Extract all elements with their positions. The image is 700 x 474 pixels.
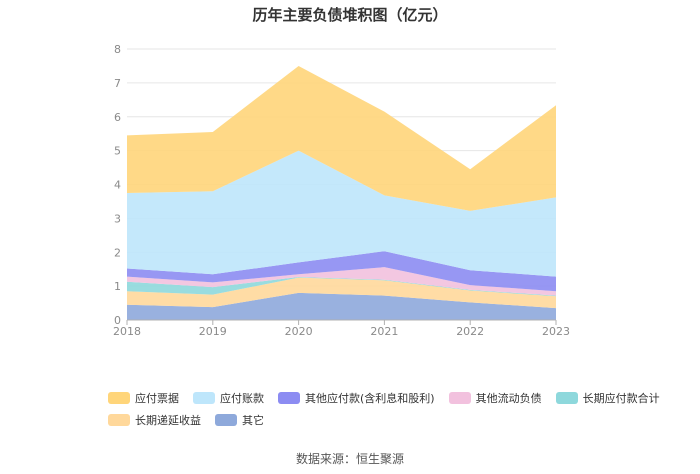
x-tick-label: 2021 (370, 325, 398, 338)
legend-item[interactable]: 应付账款 (193, 390, 264, 406)
y-tick-label: 3 (114, 212, 121, 225)
x-tick-label: 2020 (285, 325, 313, 338)
legend-swatch (555, 392, 578, 404)
legend-label: 应付账款 (220, 392, 264, 405)
y-tick-label: 6 (114, 111, 121, 124)
axes: 0 1 2 3 4 5 6 7 8 2018 2019 2020 2021 2022 2023 (113, 43, 570, 338)
legend-label: 其他应付款(含利息和股利) (305, 392, 435, 405)
legend: 应付票据 应付账款 其他应付款(含利息和股利) 其他流动负债 长期应付款合计 长期递延收… (108, 388, 660, 432)
area-series-0 (127, 292, 556, 320)
area-series-6 (127, 65, 556, 211)
area-series-4 (127, 251, 556, 292)
y-tick-label: 1 (114, 280, 121, 293)
area-series-1 (127, 277, 556, 309)
legend-row: 长期递延收益 其它 (108, 410, 628, 430)
legend-item[interactable]: 应付票据 (108, 390, 179, 406)
legend-label: 长期应付款合计 (582, 392, 660, 405)
legend-swatch (108, 414, 130, 426)
y-tick-label: 5 (114, 145, 121, 158)
y-tick-label: 0 (114, 314, 121, 327)
legend-label: 其它 (242, 414, 264, 427)
legend-swatch (215, 414, 237, 426)
x-tick-label: 2018 (113, 325, 141, 338)
y-tick-label: 2 (114, 246, 121, 259)
legend-item[interactable]: 其他流动负债 (448, 390, 542, 406)
legend-item[interactable]: 其它 (215, 412, 264, 428)
legend-item[interactable]: 长期应付款合计 (555, 390, 660, 406)
legend-swatch (448, 392, 471, 404)
legend-label: 应付票据 (135, 392, 179, 405)
area-series-layer (127, 65, 556, 320)
legend-item[interactable]: 其他应付款(含利息和股利) (278, 390, 435, 406)
legend-swatch (108, 392, 130, 404)
legend-label: 其他流动负债 (475, 392, 542, 405)
x-tick-label: 2023 (542, 325, 570, 338)
legend-item[interactable]: 长期递延收益 (108, 412, 201, 428)
x-tick-label: 2019 (199, 325, 227, 338)
legend-swatch (193, 392, 215, 404)
y-tick-label: 8 (114, 43, 121, 56)
legend-label: 长期递延收益 (135, 414, 201, 427)
source-note: 数据来源：恒生聚源 (295, 452, 404, 466)
legend-row: 应付票据 应付账款 其他应付款(含利息和股利) 其他流动负债 长期应付款合计 (108, 388, 660, 408)
x-tick-label: 2022 (456, 325, 484, 338)
chart-title: 历年主要负债堆积图（亿元） (252, 6, 448, 24)
area-series-3 (127, 267, 556, 296)
y-tick-label: 4 (114, 179, 121, 192)
legend-swatch (278, 392, 300, 404)
y-tick-label: 7 (114, 77, 121, 90)
area-series-5 (127, 150, 556, 277)
